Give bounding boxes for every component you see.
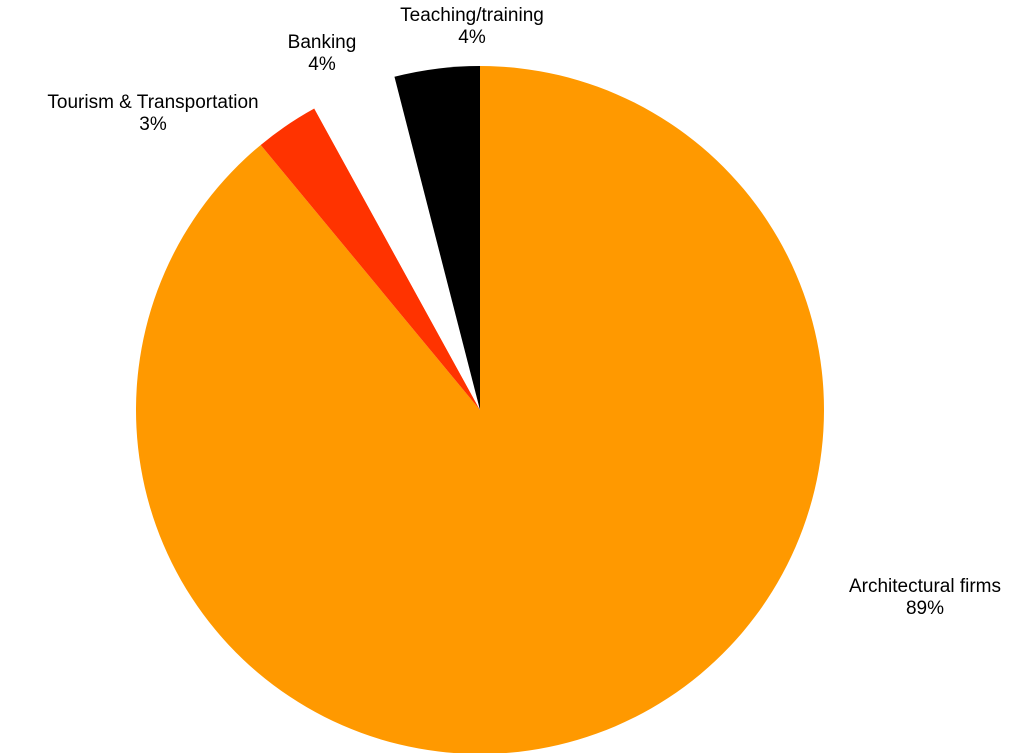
slice-label-teaching-training: Teaching/training [400, 5, 544, 26]
slice-label-tourism-transportation: Tourism & Transportation [47, 92, 258, 113]
slice-value-tourism-transportation: 3% [139, 114, 167, 135]
slice-label-architectural-firms: Architectural firms [849, 576, 1001, 597]
pie-slices [136, 66, 824, 753]
slice-label-banking: Banking [288, 32, 357, 53]
pie-slice-tourism-transportation [260, 108, 480, 410]
slice-value-teaching-training: 4% [458, 27, 486, 48]
pie-slice-teaching-training [394, 66, 480, 410]
pie-slice-banking [314, 76, 480, 410]
slice-value-banking: 4% [308, 54, 336, 75]
slice-value-architectural-firms: 89% [906, 598, 944, 619]
pie-slice-architectural-firms [136, 66, 824, 753]
